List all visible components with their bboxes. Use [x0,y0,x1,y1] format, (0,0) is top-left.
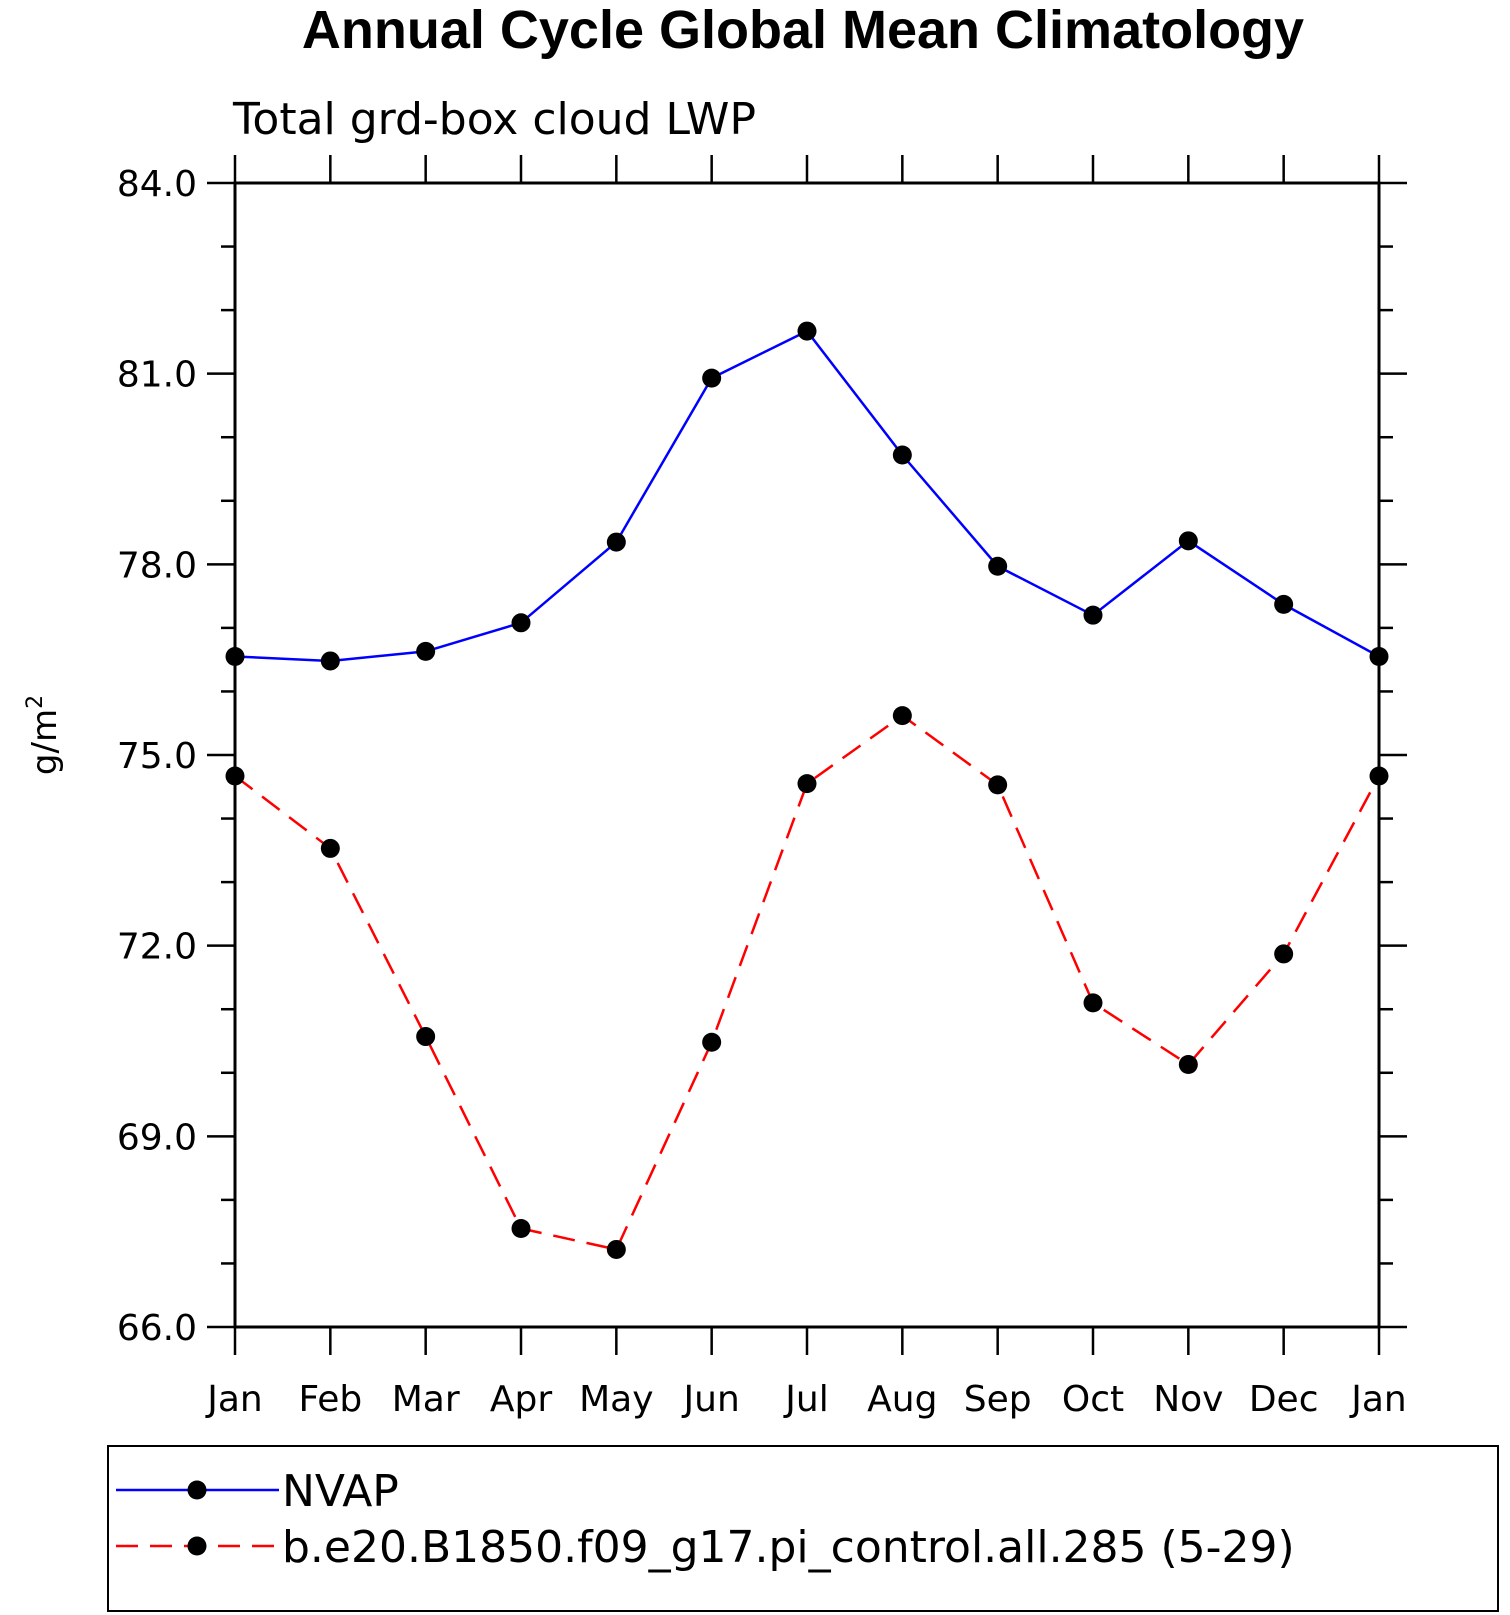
data-point [797,321,817,341]
legend-box [107,1445,1499,1612]
plot-frame [233,181,1381,1329]
legend: NVAPb.e20.B1850.f09_g17.pi_control.all.2… [107,1445,1499,1612]
data-point [511,1218,531,1238]
plot-border [233,181,1381,1329]
y-tick-label: 72.0 [117,927,197,968]
data-point [892,706,912,726]
x-tick-label: Jun [682,1379,740,1420]
x-tick-label: Mar [392,1379,460,1420]
y-tick-label: 78.0 [117,545,197,586]
x-tick-label: Nov [1153,1379,1223,1420]
x-tick-label: Dec [1249,1379,1319,1420]
x-axis-ticks: Jan Feb Mar Apr May Jun Jul Aug Sep Oct Nov Dec Jan [205,155,1407,1420]
data-point [416,641,436,661]
x-tick-label: Jan [205,1379,263,1420]
data-point [988,775,1008,795]
x-tick-label: Feb [298,1379,362,1420]
y-tick-label: 69.0 [117,1117,197,1158]
data-point [1178,531,1198,551]
legend-label: NVAP [282,1466,399,1517]
legend-marker [187,1536,207,1556]
data-point [988,556,1008,576]
y-axis-ticks: 66.0 69.0 72.0 75.0 78.0 81.0 84.0 [117,164,1407,1349]
data-point [1178,1055,1198,1075]
data-point [1369,766,1389,786]
series-line [234,329,1380,663]
series-model [225,706,1389,1259]
data-point [1369,646,1389,666]
legend-label: b.e20.B1850.f09_g17.pi_control.all.285 (… [282,1522,1295,1573]
x-tick-label: Aug [867,1379,937,1420]
data-point [1083,605,1103,625]
x-tick-label: Apr [490,1379,552,1420]
data-point [320,651,340,671]
x-tick-label: Jan [1349,1379,1407,1420]
data-point [797,774,817,794]
data-point [1083,993,1103,1013]
x-tick-label: May [579,1379,653,1420]
y-tick-label: 75.0 [117,736,197,777]
data-point [225,646,245,666]
y-tick-label: 66.0 [117,1308,197,1349]
y-tick-label: 81.0 [117,355,197,396]
x-tick-label: Oct [1062,1379,1124,1420]
series-nvap [225,321,1389,671]
data-point [892,445,912,465]
data-point [606,532,626,552]
chart-subtitle: Total grd-box cloud LWP [232,94,756,145]
data-point [702,368,722,388]
data-point [511,613,531,633]
data-point [702,1032,722,1052]
chart-title: Annual Cycle Global Mean Climatology [302,0,1304,60]
data-point [606,1239,626,1259]
data-point [416,1027,436,1047]
y-axis-label: g/m2 [23,695,65,775]
series-line [234,714,1381,1251]
data-point [225,766,245,786]
series-layer [225,321,1389,1259]
data-point [1274,594,1294,614]
data-point [320,838,340,858]
legend-marker [187,1480,207,1500]
x-tick-label: Sep [964,1379,1032,1420]
x-tick-label: Jul [783,1379,828,1420]
data-point [1274,944,1294,964]
y-tick-label: 84.0 [117,164,197,205]
